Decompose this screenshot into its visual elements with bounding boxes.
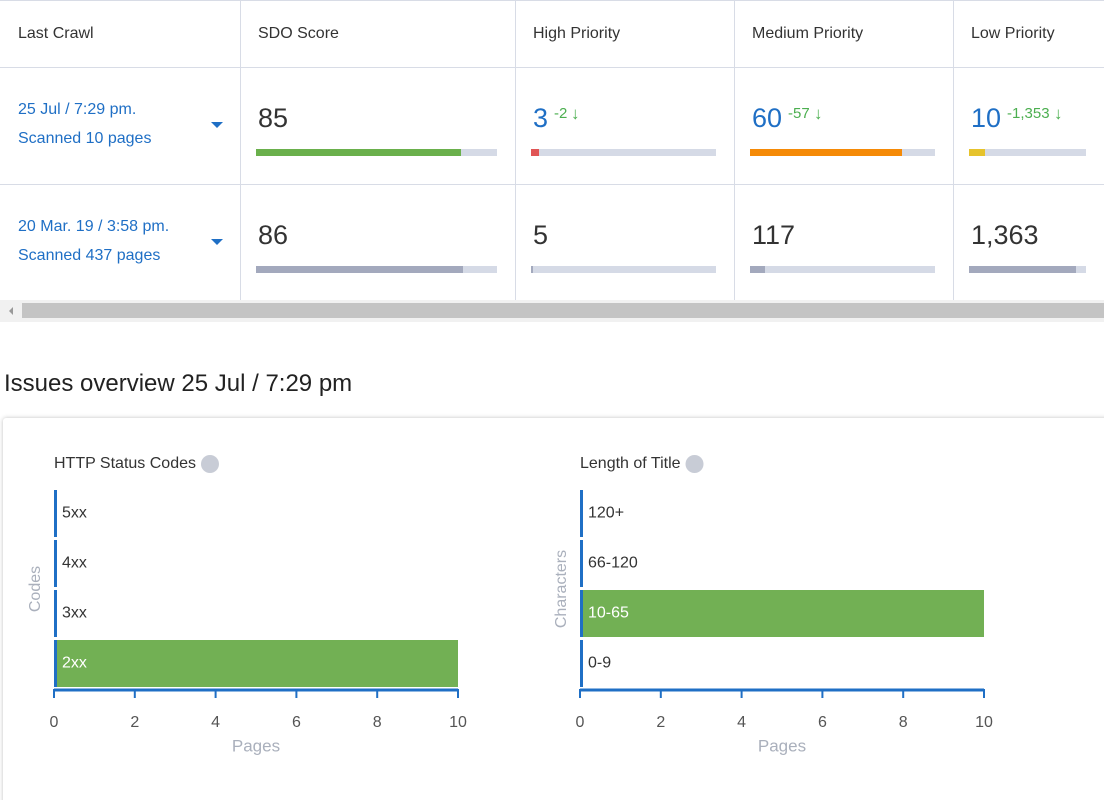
category-marker — [580, 590, 583, 637]
category-label: 10-65 — [588, 605, 629, 622]
x-tick-label: 8 — [373, 714, 382, 731]
column-divider — [515, 1, 516, 301]
progress-fill — [256, 149, 461, 156]
y-axis-label: Codes — [27, 566, 44, 612]
progress-track — [750, 266, 935, 273]
info-icon[interactable] — [200, 455, 219, 473]
chart-title: HTTP Status Codes — [54, 455, 196, 472]
column-header: High Priority — [533, 25, 621, 42]
cell-change: -57 — [788, 105, 810, 122]
cell-value: 10 — [971, 103, 1002, 133]
category-label: 2xx — [62, 655, 87, 672]
column-header: Low Priority — [971, 25, 1055, 42]
x-tick-label: 0 — [576, 714, 585, 731]
x-axis-label: Pages — [758, 736, 806, 755]
category-label: 66-120 — [588, 555, 638, 572]
y-axis-label: Characters — [553, 550, 570, 628]
row-divider — [0, 67, 1104, 68]
cell-value: 117 — [752, 220, 796, 250]
scroll-thumb[interactable] — [22, 303, 1104, 318]
column-divider — [953, 1, 954, 301]
category-marker — [54, 590, 57, 637]
progress-fill — [750, 149, 903, 156]
progress-track — [256, 266, 497, 273]
crawl-date: 25 Jul / 7:29 pm. — [18, 101, 137, 118]
column-header: Medium Priority — [752, 25, 864, 42]
info-icon[interactable] — [685, 455, 704, 473]
category-label: 0-9 — [588, 655, 611, 672]
down-arrow: ↓ — [571, 104, 580, 123]
cell-value: 60 — [752, 103, 783, 133]
progress-track — [750, 149, 935, 156]
progress-track — [969, 266, 1086, 273]
cell-value: 85 — [258, 103, 289, 133]
x-tick-label: 2 — [130, 714, 139, 731]
cell-value: 5 — [533, 220, 549, 250]
category-marker — [54, 540, 57, 587]
category-marker — [54, 640, 57, 687]
column-divider — [734, 1, 735, 301]
x-tick-label: 10 — [449, 714, 467, 731]
progress-track — [969, 149, 1086, 156]
cell-change: -1,353 — [1007, 105, 1050, 122]
down-arrow: ↓ — [1054, 104, 1063, 123]
x-tick-label: 2 — [656, 714, 665, 731]
progress-fill — [750, 266, 765, 273]
x-tick-label: 4 — [211, 714, 220, 731]
category-marker — [580, 490, 583, 537]
x-axis-label: Pages — [232, 736, 280, 755]
x-tick-label: 8 — [899, 714, 908, 731]
category-marker — [54, 490, 57, 537]
column-header: SDO Score — [258, 25, 339, 42]
chart-title: Length of Title — [580, 455, 681, 472]
progress-track — [531, 149, 716, 156]
category-label: 5xx — [62, 505, 87, 522]
crawl-date: 20 Mar. 19 / 3:58 pm. — [18, 218, 170, 235]
progress-track — [256, 149, 497, 156]
column-header: Last Crawl — [18, 25, 94, 42]
progress-fill — [531, 149, 539, 156]
progress-fill — [531, 266, 533, 273]
x-tick-label: 6 — [818, 714, 827, 731]
section-title: Issues overview 25 Jul / 7:29 pm — [4, 370, 353, 397]
x-tick-label: 4 — [737, 714, 746, 731]
crawl-pages: Scanned 437 pages — [18, 247, 161, 264]
dropdown-caret[interactable] — [211, 122, 223, 128]
cell-value: 1,363 — [971, 220, 1039, 250]
table-row: 20 Mar. 19 / 3:58 pm. Scanned 437 pages 86… — [0, 184, 1104, 301]
cell-change: -2 — [554, 105, 568, 122]
row-divider — [0, 184, 1104, 185]
dropdown-caret[interactable] — [211, 239, 223, 245]
cell-value: 86 — [258, 220, 289, 250]
progress-track — [531, 266, 716, 273]
progress-fill — [969, 266, 1077, 273]
category-label: 3xx — [62, 605, 87, 622]
scroll-arrow[interactable] — [9, 307, 13, 315]
x-tick-label: 0 — [50, 714, 59, 731]
column-divider — [240, 1, 241, 301]
category-marker — [580, 540, 583, 587]
crawl-pages: Scanned 10 pages — [18, 130, 152, 147]
progress-fill — [969, 149, 986, 156]
down-arrow: ↓ — [814, 104, 823, 123]
bar — [580, 590, 984, 637]
category-marker — [580, 640, 583, 687]
x-tick-label: 6 — [292, 714, 301, 731]
table-row: 25 Jul / 7:29 pm. Scanned 10 pages 85 3 -2 ↓ 6… — [0, 67, 1104, 184]
crawl-table: Last Crawl SDO Score High Priority Medium P… — [0, 0, 1104, 301]
x-tick-label: 10 — [975, 714, 993, 731]
cell-value: 3 — [533, 103, 549, 133]
category-label: 120+ — [588, 505, 624, 522]
scrollbar[interactable] — [0, 300, 1104, 322]
progress-fill — [256, 266, 464, 273]
category-label: 4xx — [62, 555, 87, 572]
bar — [54, 640, 458, 687]
